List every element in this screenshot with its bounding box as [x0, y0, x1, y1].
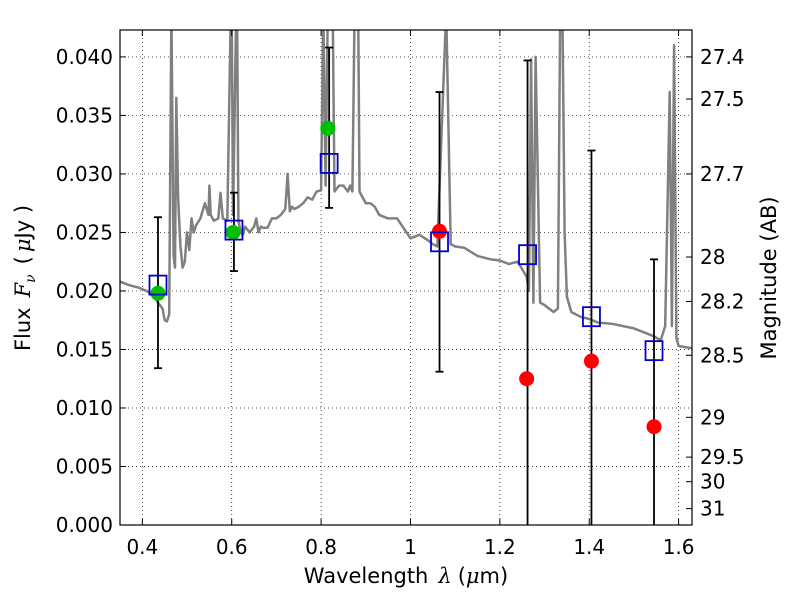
x-tick-label: 1: [404, 535, 417, 559]
model-point: [644, 340, 664, 362]
y-tick-label: 0.015: [56, 337, 113, 361]
model-point: [224, 219, 244, 241]
data-point: [225, 224, 241, 240]
y2-tick-label: 29.5: [700, 445, 745, 469]
y2-tick-label: 31: [700, 497, 725, 521]
model-point: [148, 274, 168, 296]
y-tick-label: 0.040: [56, 45, 113, 69]
plot-frame: [119, 29, 693, 526]
x-tick-label: 0.6: [216, 535, 248, 559]
y2-axis-title: Magnitude (AB): [757, 196, 781, 359]
model-point: [518, 244, 537, 266]
x-tick-label: 0.4: [126, 535, 158, 559]
data-point: [320, 120, 336, 136]
y2-tick-label: 28: [700, 245, 725, 269]
y-tick-label: 0.025: [56, 220, 113, 244]
model-point: [582, 306, 601, 328]
y2-tick-label: 27.4: [700, 45, 745, 69]
spectrum-line: [120, 30, 692, 350]
y2-tick-label: 27.5: [700, 87, 745, 111]
y-tick-label: 0.000: [56, 513, 113, 537]
x-tick-label: 0.8: [305, 535, 337, 559]
data-markers: [148, 120, 664, 435]
axis-ticks: 0.4 0.6 0.8 1 1.2 1.4 1.6 0.000 0.005 0.010 0.015 0…: [56, 30, 745, 559]
y-tick-label: 0.035: [56, 103, 113, 127]
x-axis-title: Wavelength λ (μm): [304, 564, 508, 588]
y-tick-label: 0.005: [56, 454, 113, 478]
data-point: [432, 223, 448, 239]
x-tick-label: 1.6: [663, 535, 695, 559]
y2-tick-label: 28.5: [700, 343, 745, 367]
model-point: [430, 231, 449, 253]
data-point: [150, 285, 166, 301]
model-point: [319, 153, 339, 174]
y2-tick-label: 28.2: [700, 289, 745, 313]
x-tick-label: 1.2: [484, 535, 516, 559]
y-tick-label: 0.010: [56, 396, 113, 420]
y2-tick-label: 30: [700, 470, 725, 494]
y2-tick-label: 29: [700, 405, 725, 429]
data-point: [646, 419, 662, 435]
y2-tick-label: 27.7: [700, 162, 745, 186]
spectrum-curve: [120, 30, 692, 350]
y-axis-title: FluxFν(μJy ): [11, 205, 39, 351]
data-point: [583, 353, 599, 369]
y-tick-label: 0.030: [56, 162, 113, 186]
data-point: [519, 371, 535, 387]
x-tick-label: 1.4: [573, 535, 605, 559]
grid-lines: [120, 30, 692, 526]
y-tick-label: 0.020: [56, 279, 113, 303]
